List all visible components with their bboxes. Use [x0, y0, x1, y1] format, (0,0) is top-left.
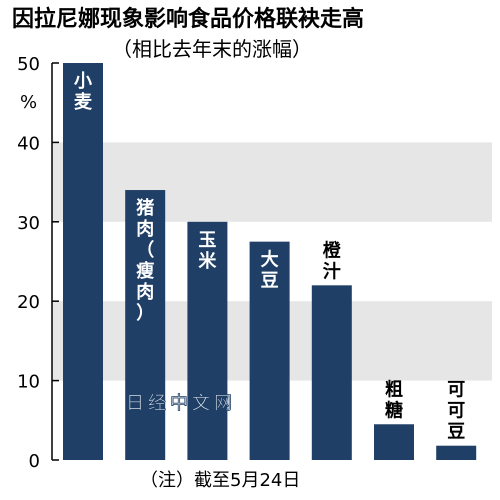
y-tick-label: 0	[29, 451, 40, 472]
bar-label: 大豆	[261, 249, 279, 292]
chart-note: （注）截至5月24日	[140, 470, 300, 491]
y-tick-label: 30	[17, 213, 40, 234]
y-axis-unit-label: %	[20, 92, 37, 113]
bar	[311, 285, 352, 460]
chart-subtitle: （相比去年末的涨幅）	[112, 37, 312, 61]
bar	[374, 424, 414, 460]
y-tick-label: 10	[17, 372, 40, 393]
watermark: 日经中文网	[126, 393, 236, 414]
chart-title: 因拉尼娜现象影响食品价格联袂走高	[12, 6, 364, 32]
bar	[436, 445, 477, 460]
bar	[187, 221, 228, 460]
bar	[63, 63, 103, 460]
y-axis: 0 10 20 30 40 50	[17, 54, 59, 472]
bar-label: 橙汁	[323, 239, 342, 282]
bar	[125, 190, 166, 461]
grid-band	[52, 142, 492, 222]
y-tick-label: 50	[17, 54, 40, 75]
bar-label: 猪肉（瘦肉）	[135, 197, 154, 324]
y-tick-label: 40	[17, 133, 40, 154]
bar-label: 小麦	[74, 71, 93, 113]
bar-label: 玉米	[198, 230, 217, 272]
bars	[63, 63, 477, 461]
y-tick-label: 20	[17, 292, 40, 313]
bar-label: 粗糖	[385, 378, 403, 421]
bar-label: 可可豆	[447, 380, 465, 443]
bar	[249, 241, 290, 460]
